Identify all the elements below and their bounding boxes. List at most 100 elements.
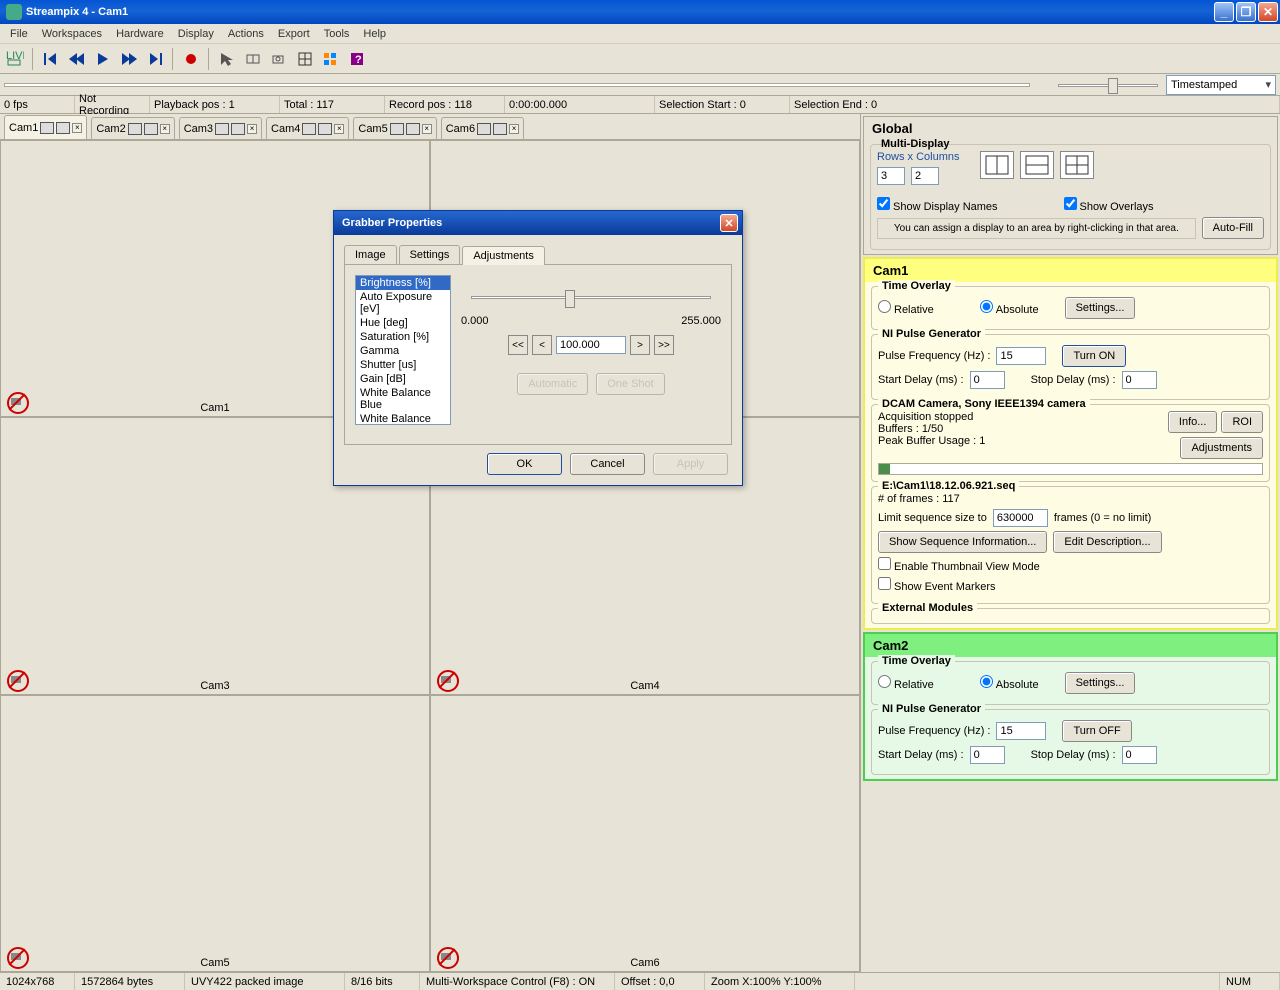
rows-input[interactable] bbox=[877, 167, 905, 185]
tab-close-icon[interactable]: × bbox=[72, 123, 82, 133]
tab-close-icon[interactable]: × bbox=[509, 124, 519, 134]
cam-tab-3[interactable]: Cam3× bbox=[179, 117, 262, 139]
workspace-icon[interactable] bbox=[242, 48, 264, 70]
minimize-button[interactable]: _ bbox=[1214, 2, 1234, 22]
last-icon[interactable] bbox=[144, 48, 166, 70]
speed-slider[interactable] bbox=[1058, 76, 1158, 94]
relative-radio[interactable]: Relative bbox=[878, 300, 934, 316]
start-delay-input-2[interactable] bbox=[970, 746, 1005, 764]
live-icon[interactable]: LIVE bbox=[4, 48, 26, 70]
absolute-radio[interactable]: Absolute bbox=[980, 300, 1039, 316]
fast-increment-button[interactable]: >> bbox=[654, 335, 674, 355]
list-item[interactable]: Brightness [%] bbox=[356, 276, 450, 290]
menu-actions[interactable]: Actions bbox=[222, 26, 270, 42]
first-icon[interactable] bbox=[40, 48, 62, 70]
list-item[interactable]: Auto Exposure [eV] bbox=[356, 290, 450, 316]
timeline-bar: Timestamped bbox=[0, 74, 1280, 96]
pulse-freq-input[interactable] bbox=[996, 347, 1046, 365]
layout-2row-button[interactable] bbox=[1020, 151, 1054, 179]
settings-button-2[interactable]: Settings... bbox=[1065, 672, 1136, 694]
tab-close-icon[interactable]: × bbox=[247, 124, 257, 134]
increment-button[interactable]: > bbox=[630, 335, 650, 355]
pulse-freq-input-2[interactable] bbox=[996, 722, 1046, 740]
turn-off-button[interactable]: Turn OFF bbox=[1062, 720, 1131, 742]
list-item[interactable]: White Balance Violet bbox=[356, 412, 450, 425]
cam-tab-6[interactable]: Cam6× bbox=[441, 117, 524, 139]
list-item[interactable]: Saturation [%] bbox=[356, 330, 450, 344]
limit-input[interactable] bbox=[993, 509, 1048, 527]
show-display-names-checkbox[interactable]: Show Display Names bbox=[877, 197, 998, 213]
record-icon[interactable] bbox=[180, 48, 202, 70]
maximize-button[interactable]: ❐ bbox=[1236, 2, 1256, 22]
value-input[interactable] bbox=[556, 336, 626, 354]
status-mwc: Multi-Workspace Control (F8) : ON bbox=[420, 973, 615, 990]
next-icon[interactable] bbox=[118, 48, 140, 70]
tab-settings[interactable]: Settings bbox=[399, 245, 461, 264]
tab-close-icon[interactable]: × bbox=[422, 124, 432, 134]
side-panel: Global Multi-Display Rows x Columns bbox=[860, 114, 1280, 972]
cam-tab-2[interactable]: Cam2× bbox=[91, 117, 174, 139]
list-item[interactable]: Hue [deg] bbox=[356, 316, 450, 330]
auto-fill-button[interactable]: Auto-Fill bbox=[1202, 217, 1264, 239]
roi-button[interactable]: ROI bbox=[1221, 411, 1263, 433]
tab-image[interactable]: Image bbox=[344, 245, 397, 264]
ok-button[interactable]: OK bbox=[487, 453, 562, 475]
tab-close-icon[interactable]: × bbox=[334, 124, 344, 134]
list-item[interactable]: Gain [dB] bbox=[356, 372, 450, 386]
turn-on-button[interactable]: Turn ON bbox=[1062, 345, 1126, 367]
fast-decrement-button[interactable]: << bbox=[508, 335, 528, 355]
enable-thumb-checkbox[interactable]: Enable Thumbnail View Mode bbox=[878, 557, 1040, 573]
cancel-button[interactable]: Cancel bbox=[570, 453, 645, 475]
layout-4-button[interactable] bbox=[1060, 151, 1094, 179]
cam-tab-4[interactable]: Cam4× bbox=[266, 117, 349, 139]
num-icon[interactable] bbox=[320, 48, 342, 70]
cam-tab-5[interactable]: Cam5× bbox=[353, 117, 436, 139]
play-icon[interactable] bbox=[92, 48, 114, 70]
tab-adjustments[interactable]: Adjustments bbox=[462, 246, 545, 265]
adjustments-listbox[interactable]: Brightness [%] Auto Exposure [eV] Hue [d… bbox=[355, 275, 451, 425]
dialog-close-button[interactable]: ✕ bbox=[720, 214, 738, 232]
show-markers-checkbox[interactable]: Show Event Markers bbox=[878, 577, 995, 593]
menu-display[interactable]: Display bbox=[172, 26, 220, 42]
list-item[interactable]: Shutter [us] bbox=[356, 358, 450, 372]
menu-tools[interactable]: Tools bbox=[318, 26, 356, 42]
show-overlays-checkbox[interactable]: Show Overlays bbox=[1064, 197, 1154, 213]
value-slider[interactable] bbox=[471, 287, 711, 307]
show-seq-info-button[interactable]: Show Sequence Information... bbox=[878, 531, 1047, 553]
timestamp-combo[interactable]: Timestamped bbox=[1166, 75, 1276, 95]
edit-desc-button[interactable]: Edit Description... bbox=[1053, 531, 1161, 553]
ni-pulse-fieldset: NI Pulse Generator Pulse Frequency (Hz) … bbox=[871, 334, 1270, 400]
prev-icon[interactable] bbox=[66, 48, 88, 70]
cam2-panel-title: Cam2 bbox=[865, 634, 1276, 657]
menu-export[interactable]: Export bbox=[272, 26, 316, 42]
cam-tab-1[interactable]: Cam1 × bbox=[4, 115, 87, 139]
close-button[interactable]: ✕ bbox=[1258, 2, 1278, 22]
stop-delay-input-2[interactable] bbox=[1122, 746, 1157, 764]
grid-cell-5[interactable]: Cam5 bbox=[0, 695, 430, 972]
ni-pulse-fieldset-2: NI Pulse Generator Pulse Frequency (Hz) … bbox=[871, 709, 1270, 775]
stop-delay-input[interactable] bbox=[1122, 371, 1157, 389]
arrow-icon[interactable] bbox=[216, 48, 238, 70]
info-button[interactable]: Info... bbox=[1168, 411, 1218, 433]
menu-hardware[interactable]: Hardware bbox=[110, 26, 170, 42]
settings-button[interactable]: Settings... bbox=[1065, 297, 1136, 319]
timeline-track[interactable] bbox=[4, 83, 1030, 87]
cols-input[interactable] bbox=[911, 167, 939, 185]
decrement-button[interactable]: < bbox=[532, 335, 552, 355]
menu-workspaces[interactable]: Workspaces bbox=[36, 26, 108, 42]
list-item[interactable]: Gamma bbox=[356, 344, 450, 358]
grid-cell-6[interactable]: Cam6 bbox=[430, 695, 860, 972]
absolute-radio-2[interactable]: Absolute bbox=[980, 675, 1039, 691]
grid-icon[interactable] bbox=[294, 48, 316, 70]
relative-radio-2[interactable]: Relative bbox=[878, 675, 934, 691]
dialog-titlebar[interactable]: Grabber Properties ✕ bbox=[334, 211, 742, 235]
layout-2col-button[interactable] bbox=[980, 151, 1014, 179]
list-item[interactable]: White Balance Blue bbox=[356, 386, 450, 412]
menu-help[interactable]: Help bbox=[357, 26, 392, 42]
tab-close-icon[interactable]: × bbox=[160, 124, 170, 134]
camera-icon[interactable] bbox=[268, 48, 290, 70]
start-delay-input[interactable] bbox=[970, 371, 1005, 389]
menu-file[interactable]: File bbox=[4, 26, 34, 42]
info-icon[interactable]: ? bbox=[346, 48, 368, 70]
adjustments-button[interactable]: Adjustments bbox=[1180, 437, 1263, 459]
